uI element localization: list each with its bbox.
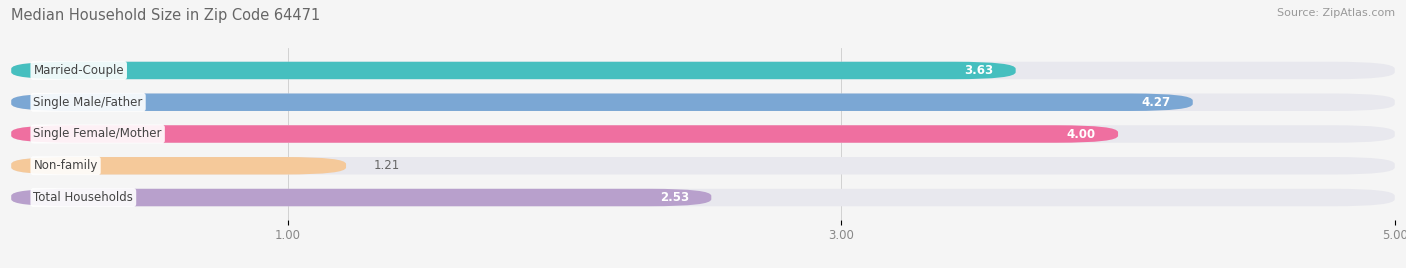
Text: 3.63: 3.63 <box>965 64 994 77</box>
Text: 2.53: 2.53 <box>659 191 689 204</box>
Text: Single Female/Mother: Single Female/Mother <box>34 128 162 140</box>
FancyBboxPatch shape <box>11 125 1118 143</box>
Text: Median Household Size in Zip Code 64471: Median Household Size in Zip Code 64471 <box>11 8 321 23</box>
FancyBboxPatch shape <box>11 125 1395 143</box>
FancyBboxPatch shape <box>11 62 1015 79</box>
FancyBboxPatch shape <box>11 189 1395 206</box>
Text: Single Male/Father: Single Male/Father <box>34 96 143 109</box>
Text: 1.21: 1.21 <box>374 159 399 172</box>
FancyBboxPatch shape <box>11 62 1395 79</box>
Text: 4.27: 4.27 <box>1142 96 1171 109</box>
Text: Source: ZipAtlas.com: Source: ZipAtlas.com <box>1277 8 1395 18</box>
FancyBboxPatch shape <box>11 157 346 174</box>
Text: 4.00: 4.00 <box>1067 128 1095 140</box>
FancyBboxPatch shape <box>11 94 1192 111</box>
FancyBboxPatch shape <box>11 189 711 206</box>
Text: Non-family: Non-family <box>34 159 98 172</box>
FancyBboxPatch shape <box>11 157 1395 174</box>
Text: Total Households: Total Households <box>34 191 134 204</box>
FancyBboxPatch shape <box>11 94 1395 111</box>
Text: Married-Couple: Married-Couple <box>34 64 124 77</box>
